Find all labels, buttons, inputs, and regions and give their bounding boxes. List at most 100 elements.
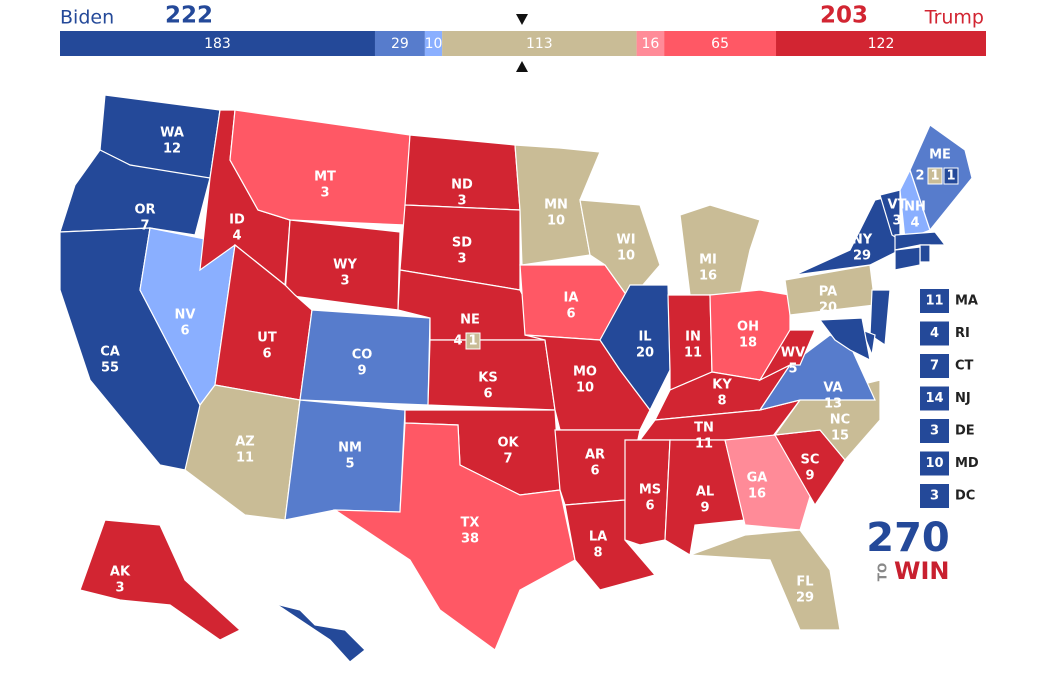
district-ev: 1 <box>468 334 477 349</box>
state-abbr: AZ <box>235 435 255 450</box>
state-ev: 55 <box>101 361 119 376</box>
callout-box <box>920 354 949 378</box>
state-abbr: WV <box>781 346 805 361</box>
state <box>59 149 211 236</box>
state-abbr: ME <box>929 148 951 163</box>
state <box>269 599 366 663</box>
state-ev: 4 <box>317 654 326 669</box>
callout-abbr: MA <box>955 294 978 309</box>
state <box>919 244 931 263</box>
state-ev: 3 <box>457 252 466 267</box>
state <box>332 422 576 651</box>
callout-ev: 11 <box>925 294 943 309</box>
state-abbr: ND <box>451 178 473 193</box>
state-abbr: MN <box>544 198 568 213</box>
state-abbr: WY <box>333 258 357 273</box>
callout-ev: 3 <box>930 489 939 504</box>
logo: 270 TO WIN <box>866 515 950 585</box>
state-abbr: MO <box>573 365 597 380</box>
state-abbr: NY <box>852 233 873 248</box>
tally-bar: 183 29 10 113 16 65 122 <box>60 31 986 56</box>
state-ev: 5 <box>788 362 797 377</box>
state-ev: 6 <box>566 307 575 322</box>
callout-box <box>920 321 949 346</box>
state <box>758 329 816 382</box>
state-ev: 7 <box>503 452 512 467</box>
state-ev: 29 <box>853 249 871 264</box>
state-abbr: WA <box>160 126 184 141</box>
bar-segment <box>442 31 637 56</box>
state-ev: 16 <box>699 269 717 284</box>
callout-ev: 7 <box>930 359 939 374</box>
state-abbr: NE <box>460 313 480 328</box>
state-ev: 9 <box>700 501 709 516</box>
state-ev: 29 <box>796 591 814 606</box>
state-ev: 6 <box>180 324 189 339</box>
callout-abbr: DE <box>955 424 975 439</box>
state <box>894 246 921 271</box>
state-abbr: OR <box>134 203 155 218</box>
callout-abbr: MD <box>955 456 979 471</box>
district-ev: 1 <box>930 169 939 184</box>
state-ev: 12 <box>163 142 181 157</box>
state-abbr: TX <box>461 516 480 531</box>
state-ev: 5 <box>345 457 354 472</box>
bar-segment <box>60 31 375 56</box>
district-box <box>465 332 481 350</box>
state-abbr: VA <box>823 381 842 396</box>
state-abbr: IA <box>564 291 579 306</box>
state-ev: 4 <box>232 229 241 244</box>
state-ev: 13 <box>824 397 842 412</box>
state-ev: 9 <box>357 364 366 379</box>
bar-segment <box>374 31 425 56</box>
state <box>599 284 671 412</box>
district-box <box>943 167 959 185</box>
state-abbr: CO <box>352 348 373 363</box>
state-abbr: PA <box>819 285 837 300</box>
state-ev: 11 <box>695 437 713 452</box>
bar-segment <box>664 31 777 56</box>
state-abbr: OK <box>497 436 519 451</box>
state-abbr: VT <box>888 198 907 213</box>
states <box>59 94 973 663</box>
state-ev: 11 <box>236 451 254 466</box>
state-ev: 20 <box>636 346 654 361</box>
callout-abbr: CT <box>955 359 974 374</box>
state-abbr: MT <box>314 170 336 185</box>
state-ev: 15 <box>831 429 849 444</box>
state-abbr: WI <box>616 233 635 248</box>
state <box>79 519 242 641</box>
state-ev: 3 <box>457 194 466 209</box>
callout-abbr: DC <box>955 489 975 504</box>
callout-box <box>920 419 949 443</box>
state-ev: 16 <box>748 487 766 502</box>
bar-segment <box>636 31 665 56</box>
logo-small: TO <box>876 563 890 581</box>
state-abbr: NH <box>904 200 926 215</box>
state-abbr: AR <box>585 448 605 463</box>
state-ev: 20 <box>819 301 837 316</box>
state-ev: 10 <box>576 381 594 396</box>
district-ev: 1 <box>946 169 955 184</box>
state-ev: 18 <box>739 336 757 351</box>
state-ev: 10 <box>617 249 635 264</box>
bar-segment <box>776 31 986 56</box>
state-abbr: NV <box>175 308 196 323</box>
state-abbr: KY <box>712 378 732 393</box>
district-box <box>927 167 943 185</box>
state-abbr: HI <box>314 638 330 653</box>
state <box>894 231 947 251</box>
bar-label: 16 <box>641 36 659 52</box>
state-abbr: LA <box>589 530 607 545</box>
callout-abbr: NJ <box>955 391 971 406</box>
state-ev: 6 <box>483 387 492 402</box>
state-ev: 6 <box>590 464 599 479</box>
state-ev: 4 <box>453 334 462 349</box>
state-ev: 3 <box>320 186 329 201</box>
state-abbr: ID <box>229 213 245 228</box>
logo-number: 270 <box>866 515 950 561</box>
state <box>869 289 891 347</box>
state-abbr: SC <box>801 453 820 468</box>
